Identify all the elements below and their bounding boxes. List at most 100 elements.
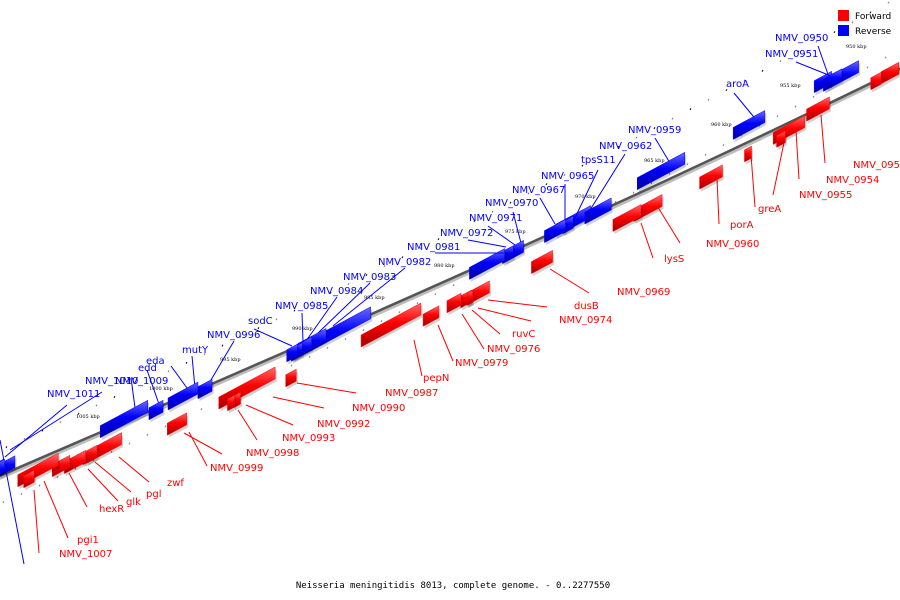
gene-label[interactable]: mutY <box>182 345 209 356</box>
gene-label[interactable]: aroA <box>726 79 749 90</box>
gene-label[interactable]: NMV_1009 <box>115 376 168 387</box>
gene-label[interactable]: NMV_0965 <box>541 171 594 182</box>
gene-label[interactable]: NMV_0987 <box>385 388 438 399</box>
gene-label[interactable]: NMV_0983 <box>343 272 396 283</box>
gene-label[interactable]: lysS <box>664 254 684 265</box>
gene-label[interactable]: NMV_0960 <box>706 239 759 250</box>
scale-tick <box>653 127 656 130</box>
gene-feature[interactable] <box>880 61 900 85</box>
scale-tick <box>383 265 386 268</box>
scale-tick <box>2 501 5 504</box>
scale-tick <box>419 247 422 250</box>
scale-tick <box>887 1 890 4</box>
gene-label[interactable]: NMV_0998 <box>246 448 299 459</box>
gene-label[interactable]: eda <box>146 356 165 367</box>
gene-label[interactable]: ruvC <box>512 329 535 340</box>
gene-label[interactable]: NMV_1011 <box>47 389 100 400</box>
gene-label[interactable]: pgl <box>146 489 161 500</box>
gene-feature[interactable] <box>227 394 235 412</box>
gene-feature[interactable] <box>0 458 6 480</box>
gene-label[interactable]: NMV_0984 <box>310 286 363 297</box>
gene-feature[interactable] <box>285 368 297 388</box>
scale-tick <box>92 459 95 462</box>
gene-leader-line <box>146 369 161 408</box>
gene-feature[interactable] <box>612 204 642 232</box>
gene-label[interactable]: edd <box>138 363 157 374</box>
gene-label[interactable]: NMV_0950 <box>775 33 828 44</box>
scale-label: 1005 kbp <box>76 414 100 420</box>
scale-tick <box>884 56 887 59</box>
gene-label[interactable]: NMV_0970 <box>485 198 538 209</box>
gene-feature[interactable] <box>167 381 199 411</box>
scale-tick <box>527 192 530 195</box>
gene-label[interactable]: glk <box>126 497 141 508</box>
gene-label[interactable]: zwf <box>167 478 184 489</box>
gene-feature[interactable] <box>286 343 298 363</box>
gene-label[interactable]: NMV_1007 <box>59 549 112 560</box>
gene-label[interactable]: NMV_0962 <box>599 141 652 152</box>
gene-feature[interactable] <box>422 305 440 327</box>
gene-label[interactable]: dusB <box>574 301 599 312</box>
scale-tick <box>650 182 653 185</box>
gene-feature[interactable] <box>148 399 164 421</box>
gene-leader-line <box>183 432 223 455</box>
gene-feature[interactable] <box>197 378 213 400</box>
gene-feature[interactable] <box>699 164 723 190</box>
scale-label: 1000 kbp <box>149 386 173 392</box>
gene-feature[interactable] <box>636 151 686 191</box>
gene-label[interactable]: NMV_0967 <box>512 185 565 196</box>
gene-label[interactable]: sodC <box>248 316 273 327</box>
scale-label: 955 kbp <box>780 83 801 89</box>
gene-label[interactable]: pgi1 <box>77 535 99 546</box>
scale-tick <box>776 115 779 118</box>
gene-label[interactable]: NMV_0974 <box>559 315 612 326</box>
scale-tick <box>632 191 635 194</box>
gene-feature[interactable] <box>732 110 766 140</box>
gene-feature[interactable] <box>51 454 71 478</box>
gene-leader-line <box>87 468 119 502</box>
gene-feature[interactable] <box>167 412 187 436</box>
gene-feature[interactable] <box>23 469 35 489</box>
gene-feature[interactable] <box>467 290 473 306</box>
gene-feature[interactable] <box>744 145 752 163</box>
gene-label[interactable]: NMV_0955 <box>799 190 852 201</box>
gene-feature[interactable] <box>776 130 786 148</box>
gene-label[interactable]: NMV_0953 <box>853 160 900 171</box>
gene-label[interactable]: NMV_0992 <box>317 419 370 430</box>
gene-label[interactable]: hexR <box>99 504 124 515</box>
gene-feature[interactable] <box>806 96 830 122</box>
gene-label[interactable]: NMV_0954 <box>826 175 879 186</box>
gene-label[interactable]: tpsS11 <box>581 155 616 166</box>
gene-label[interactable]: NMV_0976 <box>487 344 540 355</box>
gene-label[interactable]: NMV_0972 <box>440 228 493 239</box>
gene-feature[interactable] <box>870 71 882 91</box>
gene-label[interactable]: NMV_0981 <box>407 242 460 253</box>
gene-label[interactable]: NMV_0990 <box>352 403 405 414</box>
gene-label[interactable]: NMV_0985 <box>275 301 328 312</box>
gene-feature[interactable] <box>446 292 462 314</box>
gene-label[interactable]: NMV_0996 <box>207 330 260 341</box>
scale-tick <box>668 172 671 175</box>
gene-label[interactable]: greA <box>758 204 781 215</box>
scale-tick <box>794 105 797 108</box>
scale-tick <box>761 69 764 72</box>
gene-feature[interactable] <box>825 68 843 90</box>
gene-label[interactable]: porA <box>730 220 754 231</box>
gene-label[interactable]: NMV_0969 <box>617 287 670 298</box>
gene-feature[interactable] <box>544 218 566 244</box>
gene-label[interactable]: NMV_0999 <box>210 463 263 474</box>
gene-label[interactable]: NMV_0982 <box>378 257 431 268</box>
gene-label[interactable]: pepN <box>423 373 449 384</box>
gene-feature[interactable] <box>584 197 612 225</box>
gene-label[interactable]: NMV_1010 <box>85 376 138 387</box>
gene-feature[interactable] <box>360 302 422 348</box>
gene-label[interactable]: NMV_0979 <box>455 358 508 369</box>
gene-label[interactable]: NMV_0959 <box>628 125 681 136</box>
gene-label[interactable]: NMV_0993 <box>282 433 335 444</box>
gene-label[interactable]: NMV_0951 <box>765 49 818 60</box>
gene-feature[interactable] <box>469 248 505 280</box>
scale-tick <box>200 408 203 411</box>
gene-feature[interactable] <box>531 249 553 275</box>
gene-label[interactable]: NMV_0971 <box>469 213 522 224</box>
gene-feature[interactable] <box>99 399 149 439</box>
